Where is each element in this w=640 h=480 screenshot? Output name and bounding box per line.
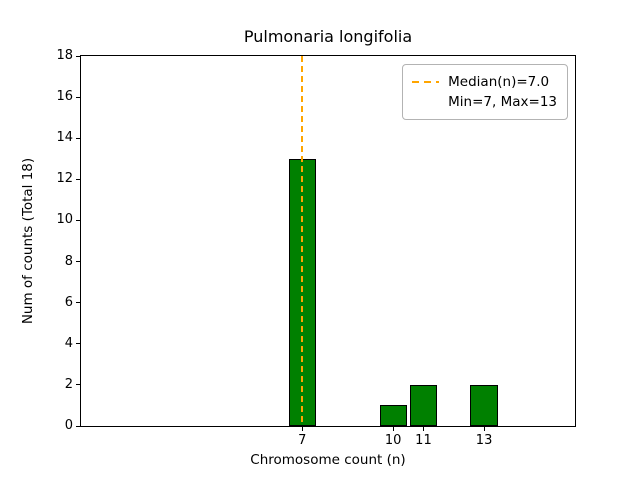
y-tick-mark: [76, 261, 80, 263]
plot-area: 0 2 4 6 8 10 12 14 16 18 7 10 11 13 Median(n)=7.0 Mi…: [56, 48, 576, 448]
y-tick-label: 4: [64, 335, 73, 351]
x-tick-mark: [422, 427, 424, 431]
y-tick-mark: [76, 96, 80, 98]
x-tick-label: 13: [475, 433, 493, 448]
y-tick-mark: [76, 384, 80, 386]
x-tick-mark: [301, 427, 303, 431]
y-tick-label: 2: [64, 376, 73, 392]
y-ticks: 0 2 4 6 8 10 12 14 16 18: [56, 48, 575, 433]
y-tick-label: 10: [56, 212, 73, 228]
legend-blank-handle: [412, 101, 439, 103]
x-tick-label: 11: [415, 433, 432, 448]
y-tick-mark: [76, 343, 80, 345]
y-tick-label: 8: [64, 253, 73, 269]
legend-label-median: Median(n)=7.0: [448, 74, 550, 90]
bar: [409, 384, 438, 426]
y-tick-mark: [76, 178, 80, 180]
y-tick-mark: [76, 425, 80, 427]
y-tick-mark: [76, 302, 80, 304]
legend-row-median: Median(n)=7.0: [412, 72, 557, 92]
median-line: [301, 56, 304, 426]
y-axis-label: Num of counts (Total 18): [20, 157, 36, 325]
x-tick-mark: [483, 427, 485, 431]
y-tick-mark: [76, 55, 80, 57]
x-ticks: 7 10 11 13: [81, 56, 575, 448]
bar: [379, 405, 407, 426]
x-tick-label: 10: [384, 433, 402, 448]
y-tick-label: 12: [56, 171, 73, 187]
legend-label-minmax: Min=7, Max=13: [448, 94, 557, 110]
bar: [470, 384, 498, 426]
x-tick-label: 7: [298, 433, 307, 448]
y-tick-label: 0: [64, 418, 73, 433]
legend-row-minmax: Min=7, Max=13: [412, 92, 557, 112]
y-tick-label: 16: [56, 89, 73, 105]
median-line-sample-icon: [412, 81, 440, 83]
x-tick-mark: [392, 427, 394, 431]
legend: Median(n)=7.0 Min=7, Max=13: [402, 64, 568, 120]
y-tick-mark: [76, 219, 80, 221]
y-tick-label: 18: [56, 48, 73, 63]
y-tick-label: 14: [56, 130, 73, 146]
chart-title: Pulmonaria longifolia: [243, 27, 413, 46]
y-tick-label: 6: [64, 294, 73, 310]
y-tick-mark: [76, 137, 80, 139]
x-axis-label: Chromosome count (n): [250, 452, 406, 468]
